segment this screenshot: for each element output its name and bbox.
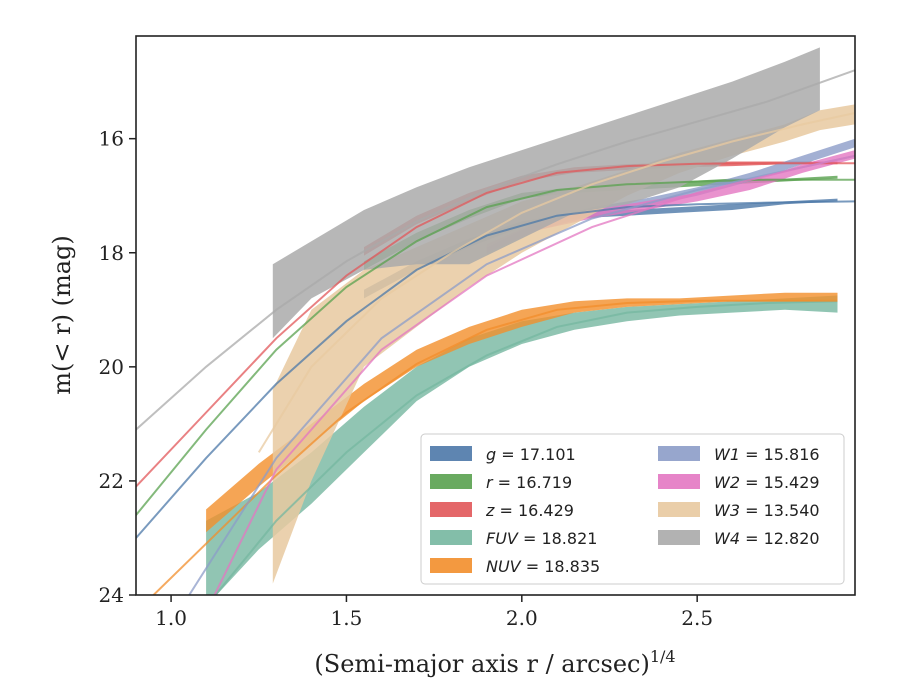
legend: g = 17.101 r = 16.719 z = 16.429 FUV = 18.8… <box>420 433 845 585</box>
legend-swatch-nuv <box>430 558 472 573</box>
x-axis-label-exponent: 1/4 <box>650 647 676 666</box>
series-g-fit-line <box>136 200 855 539</box>
series-r-fit-line <box>136 178 855 516</box>
series-z-fit-line <box>136 162 855 488</box>
x-axis-ticks: 1.0 1.5 2.0 2.5 <box>155 595 713 630</box>
legend-swatch-w2 <box>658 474 700 489</box>
y-tick-label: 16 <box>99 127 124 151</box>
fit-lines <box>136 69 855 595</box>
y-tick-label: 18 <box>99 241 124 265</box>
legend-label-w4: W4 = 12.820 <box>714 529 820 548</box>
legend-swatch-w1 <box>658 446 700 461</box>
series-fuv-fit-line <box>214 300 838 595</box>
legend-label-w3: W3 = 13.540 <box>714 501 820 520</box>
y-axis-label: m(< r) (mag) <box>48 235 76 394</box>
x-tick-label: 1.5 <box>331 606 363 630</box>
y-axis-ticks: 16 18 20 22 24 <box>99 127 136 607</box>
legend-label-fuv: FUV = 18.821 <box>486 529 597 548</box>
x-axis-label: (Semi-major axis r / arcsec)1/4 <box>314 647 675 678</box>
series-w4-fit-line <box>136 69 855 431</box>
series-w2-fit-line <box>213 154 855 595</box>
legend-label-w1: W1 = 15.816 <box>714 445 820 464</box>
y-tick-label: 22 <box>99 469 124 493</box>
x-tick-label: 1.0 <box>155 606 187 630</box>
legend-swatch-w4 <box>658 530 700 545</box>
legend-swatch-r <box>430 474 472 489</box>
series-nuv-fit-line <box>152 299 838 595</box>
legend-swatch-z <box>430 502 472 517</box>
legend-swatch-g <box>430 446 472 461</box>
y-tick-label: 24 <box>99 583 124 607</box>
legend-swatch-fuv <box>430 530 472 545</box>
x-axis-label-text: (Semi-major axis r / arcsec) <box>314 650 649 678</box>
series-fuv-band <box>206 295 838 595</box>
legend-label-nuv: NUV = 18.835 <box>486 557 600 576</box>
plot-frame <box>135 35 856 596</box>
legend-label-z: z = 16.429 <box>485 501 574 520</box>
x-tick-label: 2.0 <box>506 606 538 630</box>
legend-label-w2: W2 = 15.429 <box>714 473 820 492</box>
series-w3-fit-line <box>257 112 855 453</box>
legend-label-g: g = 17.101 <box>486 445 576 464</box>
legend-swatch-w3 <box>658 502 700 517</box>
legend-label-r: r = 16.719 <box>486 473 572 492</box>
x-tick-label: 2.5 <box>681 606 713 630</box>
y-tick-label: 20 <box>99 355 124 379</box>
legend-frame <box>420 433 845 585</box>
